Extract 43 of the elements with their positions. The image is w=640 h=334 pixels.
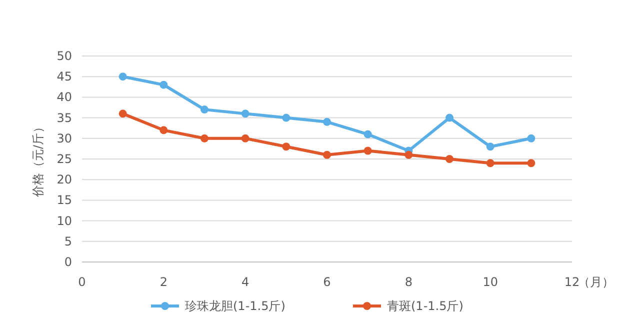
x-axis-title: （月） [578,275,614,289]
point [486,142,494,151]
point [404,150,413,159]
x-tick-label: 4 [242,275,250,289]
x-tick-label: 12 [564,275,580,289]
y-tick-label: 0 [64,255,72,269]
point [118,72,127,81]
x-tick-label: 2 [160,275,168,289]
point [364,146,372,155]
point [282,114,290,122]
y-tick-label: 25 [56,152,72,166]
x-tick-label: 0 [78,275,86,289]
y-tick-label: 50 [56,49,72,63]
x-tick-label: 6 [323,275,331,289]
y-tick-label: 40 [56,90,72,104]
x-tick-label: 10 [482,275,498,289]
point [446,114,454,122]
point [446,155,454,163]
point [527,134,536,142]
y-axis-title: 价格（元/斤） [31,120,45,198]
point [241,134,250,142]
point [323,118,331,126]
point [118,110,127,118]
point [200,106,208,114]
point [364,130,372,138]
legend-label: 青斑(1-1.5斤) [387,299,464,313]
y-tick-label: 20 [56,172,72,187]
point [323,150,331,159]
point [160,126,168,134]
point [486,159,494,168]
y-tick-label: 30 [56,131,72,146]
point [160,80,168,89]
y-tick-label: 15 [56,193,72,208]
y-tick-label: 45 [56,70,72,84]
point [200,134,208,142]
y-tick-label: 10 [56,214,72,228]
y-tick-label: 35 [56,110,72,125]
x-tick-label: 8 [404,275,412,289]
y-tick-label: 5 [64,234,72,248]
point [527,159,536,168]
point [282,142,290,151]
legend-label: 珍珠龙胆(1-1.5斤) [185,299,286,313]
point [241,110,250,118]
